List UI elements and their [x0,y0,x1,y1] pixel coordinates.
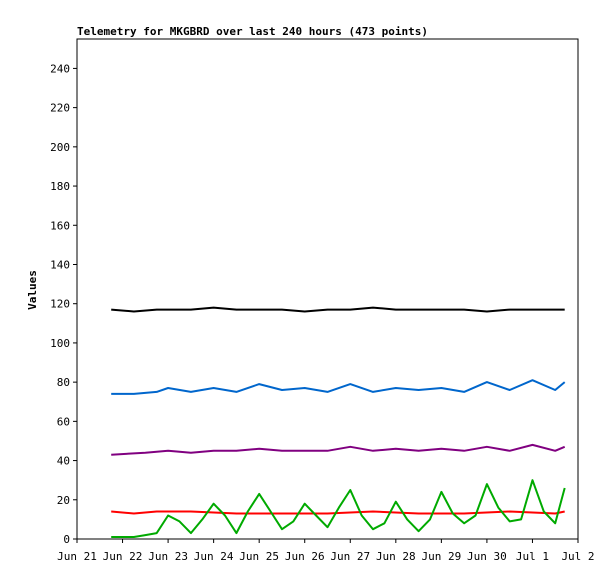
series-group [111,306,566,538]
y-tick-label: 60 [57,415,70,428]
series-line-2 [111,443,566,456]
y-tick-label: 40 [57,455,70,468]
series-line-4 [111,479,566,538]
x-tick-label: Jun 24 [194,550,234,563]
x-tick-label: Jun 29 [421,550,461,563]
y-tick-label: 200 [50,141,70,154]
y-axis-label: Values [26,270,39,310]
series-line-1 [111,379,566,395]
y-tick-label: 80 [57,376,70,389]
x-tick-label: Jul 1 [516,550,549,563]
y-tick-label: 20 [57,494,70,507]
x-axis: Jun 21 Jun 22 Jun 23 Jun 24 Jun 25 Jun 26 Jun … [57,539,595,563]
y-tick-label: 100 [50,337,70,350]
y-axis: 0 20 40 60 80 100 120 140 160 180 200 220 240 [50,62,77,546]
x-tick-label: Jun 27 [330,550,370,563]
x-tick-label: Jun 23 [148,550,188,563]
y-tick-label: 0 [63,533,70,546]
y-tick-label: 120 [50,298,70,311]
y-tick-label: 220 [50,102,70,115]
x-tick-label: Jun 28 [376,550,416,563]
series-line-3 [111,510,565,515]
y-tick-label: 140 [50,258,70,271]
y-tick-label: 240 [50,62,70,75]
y-tick-label: 180 [50,180,70,193]
x-tick-label: Jun 30 [467,550,507,563]
x-tick-label: Jun 21 [57,550,97,563]
x-tick-label: Jun 26 [285,550,325,563]
x-tick-label: Jul 2 [561,550,594,563]
x-tick-label: Jun 22 [103,550,143,563]
series-line-0 [111,306,565,313]
plot-frame [76,38,579,540]
x-tick-label: Jun 25 [239,550,279,563]
chart-title: Telemetry for MKGBRD over last 240 hours… [77,25,428,38]
y-tick-label: 160 [50,219,70,232]
